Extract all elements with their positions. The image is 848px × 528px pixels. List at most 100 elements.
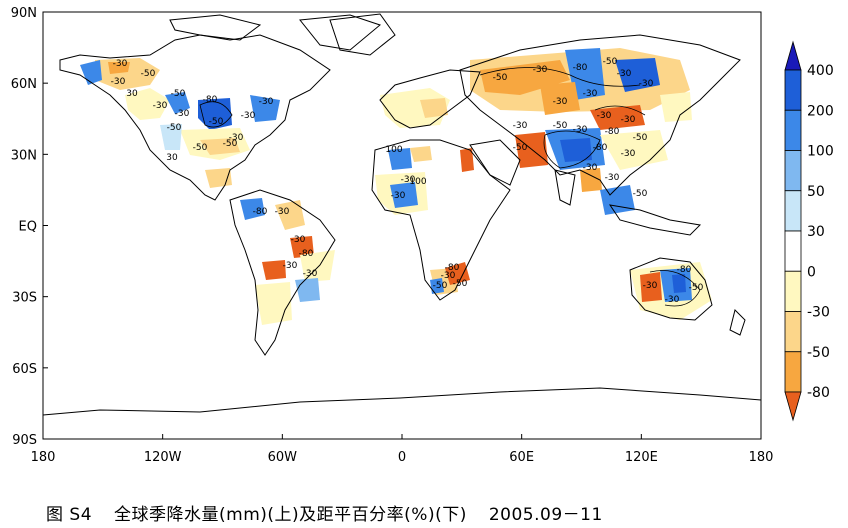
contour-value-label: -30 [597, 111, 612, 121]
contour-value-label: -50 [223, 139, 238, 149]
lat-tick-label: 90N [11, 6, 37, 21]
contour-value-label: -30 [533, 65, 548, 75]
colorbar: 400 200 100 50 30 0 -30 -50 -80 [784, 40, 834, 422]
lat-tick-label: 60N [11, 77, 37, 92]
contour-value-label: -30 [241, 111, 256, 121]
contour-value-label: -50 [689, 283, 704, 293]
contour-value-label: -50 [513, 143, 528, 153]
contour-value-label: -30 [441, 271, 456, 281]
contour-value-label: 100 [385, 145, 402, 155]
colorbar-bottom-arrow [784, 391, 802, 422]
contour-value-label: -50 [433, 281, 448, 291]
colorbar-label: 30 [807, 224, 825, 240]
contour-value-label: -50 [633, 133, 648, 143]
lon-tick-label: 180 [31, 450, 56, 465]
anomaly-shading [80, 48, 712, 325]
contour-value-label: -50 [141, 69, 156, 79]
contour-value-label: -80 [203, 95, 218, 105]
map-area [42, 11, 762, 440]
figure-number: 图 S4 [46, 505, 93, 525]
contour-value-label: -80 [605, 127, 620, 137]
colorbar-swatch [784, 351, 802, 393]
figure-period: 2005.09－11 [488, 505, 603, 525]
colorbar-swatch [784, 311, 802, 353]
lon-tick-label: 60E [509, 450, 534, 465]
colorbar-swatch [784, 109, 802, 151]
contour-value-label: -30 [573, 125, 588, 135]
coastlines [42, 13, 762, 416]
lon-tick-label: 120E [625, 450, 658, 465]
colorbar-label: -80 [807, 385, 830, 401]
lon-tick-label: 0 [398, 450, 406, 465]
contour-value-label: -30 [643, 281, 658, 291]
colorbar-swatch [784, 150, 802, 192]
contour-value-label: -80 [299, 249, 314, 259]
colorbar-top-arrow [784, 40, 802, 71]
contour-value-label: -50 [493, 73, 508, 83]
colorbar-swatch [784, 190, 802, 232]
contour-value-label: -80 [593, 143, 608, 153]
colorbar-swatch [784, 270, 802, 312]
contour-value-label: -30 [259, 97, 274, 107]
figure-caption: 图 S4 全球季降水量(mm)(上)及距平百分率(%)(下) 2005.09－11 [46, 500, 625, 525]
contour-value-label: -30 [621, 149, 636, 159]
contour-value-label: -50 [209, 117, 224, 127]
contour-value-label: -30 [283, 261, 298, 271]
colorbar-label: 200 [807, 103, 834, 119]
colorbar-label: 0 [807, 264, 816, 280]
latitude-ticks: 90N 60N 30N EQ 30S 60S 90S [11, 6, 48, 448]
colorbar-label: 400 [807, 63, 834, 79]
contour-value-label: -80 [253, 207, 268, 217]
contour-value-label: 30 [166, 153, 178, 163]
lat-tick-label: 30N [11, 148, 37, 163]
lon-tick-label: 60W [268, 450, 298, 465]
contour-value-label: -30 [583, 89, 598, 99]
lon-tick-label: 120W [144, 450, 182, 465]
contour-value-label: -30 [639, 79, 654, 89]
contour-value-label: -30 [111, 77, 126, 87]
colorbar-label: -50 [807, 345, 830, 361]
contour-value-label: -30 [275, 207, 290, 217]
contour-value-label: -30 [605, 173, 620, 183]
longitude-ticks: 180 120W 60W 0 60E 120E 180 [31, 434, 774, 465]
contour-value-label: -30 [153, 101, 168, 111]
contour-value-label: -30 [513, 121, 528, 131]
contour-value-label: -30 [553, 97, 568, 107]
contour-value-label: -30 [391, 191, 406, 201]
lat-tick-label: 60S [12, 362, 37, 377]
figure-title: 全球季降水量(mm)(上)及距平百分率(%)(下) [114, 505, 467, 525]
contour-value-label: -30 [401, 175, 416, 185]
contour-value-label: -80 [445, 263, 460, 273]
contour-value-label: -30 [617, 69, 632, 79]
lat-tick-label: 30S [12, 291, 37, 306]
contour-value-label: -50 [193, 143, 208, 153]
colorbar-swatch [784, 69, 802, 111]
contour-value-label: 100 [409, 177, 426, 187]
contour-value-label: 30 [126, 89, 138, 99]
contour-value-label: -50 [167, 123, 182, 133]
contour-value-label: -30 [113, 59, 128, 69]
contour-value-label: -50 [633, 189, 648, 199]
lat-tick-label: 90S [12, 433, 37, 448]
contour-value-label: -80 [573, 63, 588, 73]
contour-value-label: -30 [583, 163, 598, 173]
contour-value-label: -30 [303, 269, 318, 279]
colorbar-label: 50 [807, 184, 825, 200]
contour-value-label: -80 [677, 265, 692, 275]
contour-lines [199, 67, 701, 307]
contour-value-label: -30 [229, 133, 244, 143]
contour-value-label: -30 [291, 235, 306, 245]
contour-value-label: -50 [603, 57, 618, 67]
contour-value-label: -30 [175, 109, 190, 119]
contour-value-label: -50 [553, 121, 568, 131]
contour-value-label: -30 [665, 295, 680, 305]
contour-value-label: -50 [171, 89, 186, 99]
colorbar-label: 100 [807, 144, 834, 160]
colorbar-label: -30 [807, 305, 830, 321]
lon-tick-label: 180 [749, 450, 774, 465]
lat-tick-label: EQ [19, 220, 37, 235]
colorbar-swatch [784, 230, 802, 272]
contour-value-label: -50 [453, 279, 468, 289]
